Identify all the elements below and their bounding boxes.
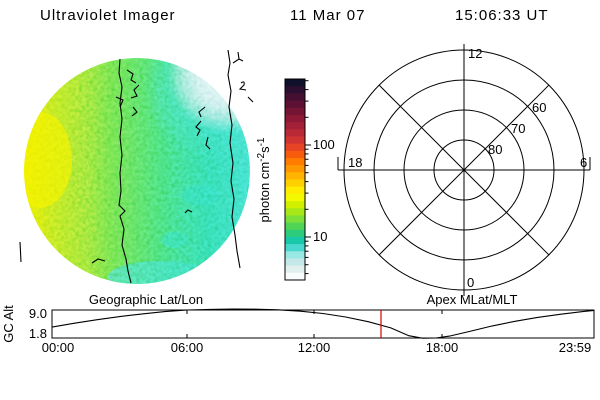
colorbar-axis-label: photon cm-2s-1 bbox=[256, 137, 272, 222]
gc-alt-timeline: Geographic Lat/Lon Apex MLat/MLT 9.0 1.8… bbox=[1, 292, 595, 355]
colorbar: 100 10 photon cm-2s-1 bbox=[256, 78, 335, 281]
geo-latlon-caption: Geographic Lat/Lon bbox=[89, 292, 203, 307]
gc-alt-curve bbox=[51, 308, 595, 339]
apex-mlat-caption: Apex MLat/MLT bbox=[427, 292, 518, 307]
date-label: 11 Mar 07 bbox=[290, 7, 366, 24]
mlt-label-0: 0 bbox=[467, 275, 474, 290]
colorbar-ticks bbox=[305, 80, 311, 275]
instrument-title: Ultraviolet Imager bbox=[40, 7, 176, 24]
mlt-label-6: 6 bbox=[580, 155, 587, 170]
time-label: 15:06:33 UT bbox=[455, 7, 549, 24]
coastline-overlay bbox=[19, 49, 254, 284]
status-door: Door: Open bbox=[110, 397, 177, 400]
status-col-door: Door: Open Gain: 14 bbox=[110, 363, 177, 400]
xtick-1200: 12:00 bbox=[298, 340, 331, 355]
timeline-ticks bbox=[186, 310, 443, 338]
xtick-1800: 18:00 bbox=[426, 340, 459, 355]
status-mode: Mode: Normal bbox=[215, 397, 297, 400]
xtick-0600: 06:00 bbox=[171, 340, 204, 355]
status-glat: GLat: 11.3 bbox=[485, 397, 557, 400]
mlat-ring-label-70: 70 bbox=[511, 121, 525, 136]
ytick-bottom: 1.8 bbox=[29, 326, 47, 341]
earth-uv-image bbox=[19, 49, 254, 284]
mlt-label-12: 12 bbox=[468, 46, 482, 61]
status-flt: Flt: LBHL bbox=[8, 397, 62, 400]
mlat-ring-label-80: 80 bbox=[488, 142, 502, 157]
status-col-gcalt: GC Alt: 3.6 Re Seq: 39 bbox=[362, 363, 445, 400]
colorbar-bands bbox=[285, 79, 305, 281]
status-col-mode: Mode: Normal Dsp: 0.0 bbox=[215, 363, 297, 400]
mlat-ring-label-60: 60 bbox=[532, 100, 546, 115]
xtick-2359: 23:59 bbox=[559, 340, 592, 355]
status-col-flt: Flt: LBHL IP: 36.0 bbox=[8, 363, 62, 400]
status-gc-alt: GC Alt: 3.6 Re bbox=[362, 397, 445, 400]
timeline-ylabel: GC Alt bbox=[1, 305, 16, 343]
colorbar-tick-label-10: 10 bbox=[313, 229, 327, 244]
polar-grid: 12 18 6 0 60 70 80 bbox=[337, 44, 591, 296]
ytick-top: 9.0 bbox=[29, 306, 47, 321]
colorbar-tick-label-100: 100 bbox=[313, 137, 335, 152]
status-col-glat: GLat: 11.3 GLon: 294.1 bbox=[485, 363, 557, 400]
uv-disk bbox=[24, 58, 250, 284]
mlt-label-18: 18 bbox=[348, 155, 362, 170]
xtick-0000: 00:00 bbox=[42, 340, 75, 355]
